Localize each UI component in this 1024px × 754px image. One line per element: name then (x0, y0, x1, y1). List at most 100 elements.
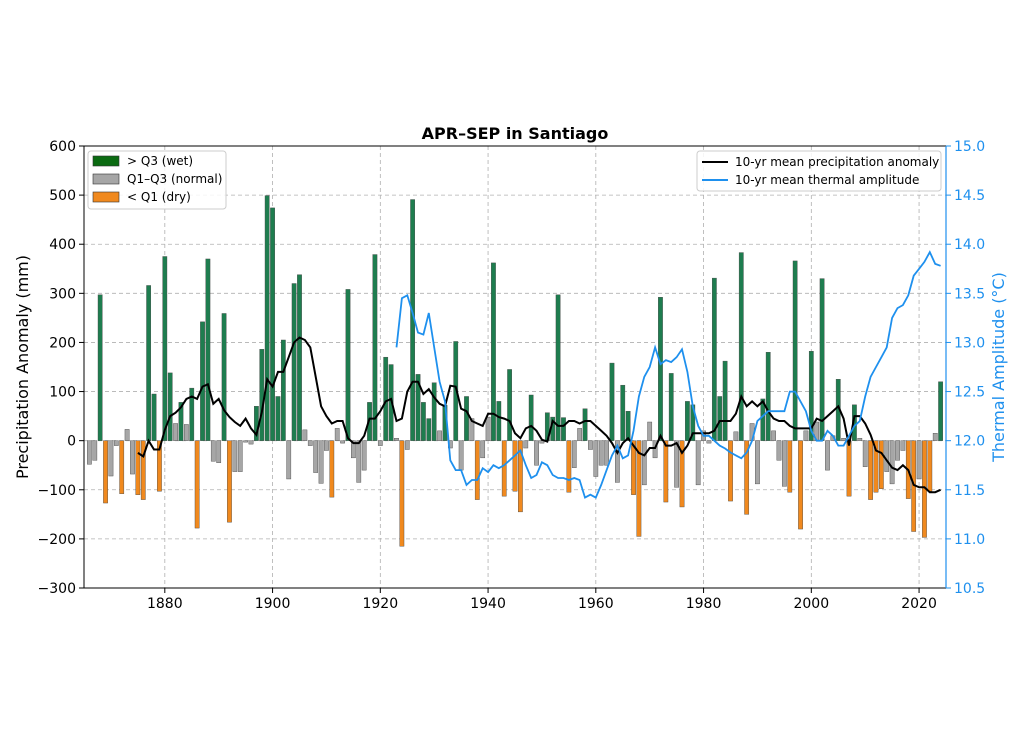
bar-1919-wet (372, 254, 378, 441)
bar-1929-wet (426, 418, 432, 441)
bar-2022-dry (927, 440, 933, 492)
legend-swatch-dry (92, 191, 120, 203)
bar-1987-wet (738, 252, 744, 441)
lines-group (137, 250, 942, 499)
y-tick-label: 200 (49, 335, 76, 351)
y-axis-label-left: Precipitation Anomaly (mm) (13, 255, 32, 479)
bar-2016-normal (895, 440, 900, 461)
bar-2000-wet (808, 351, 814, 441)
bar-1972-wet (658, 297, 663, 441)
bar-1889-normal (210, 440, 216, 462)
bar-1960-normal (593, 440, 599, 477)
legend-label-thermal: 10-yr mean thermal amplitude (735, 173, 919, 187)
chart-title: APR–SEP in Santiago (422, 124, 609, 143)
bar-1953-wet (555, 294, 561, 441)
bar-1949-normal (534, 440, 539, 466)
bar-1998-dry (798, 440, 803, 530)
bar-1931-normal (437, 430, 442, 441)
bar-1945-dry (512, 440, 518, 492)
plot-frame (83, 145, 947, 589)
series-line-mean-anomaly (137, 336, 942, 494)
bar-1948-wet (528, 394, 534, 441)
y-tick-label: 0 (67, 434, 76, 450)
bar-2015-normal (889, 440, 895, 485)
bar-1899-wet (264, 195, 270, 441)
y-tick-label: 600 (49, 139, 76, 155)
y2-tick-label: 11.5 (954, 483, 985, 499)
y2-tick-label: 14.0 (954, 237, 985, 253)
bar-1969-normal (641, 440, 647, 486)
grid-lines (84, 145, 946, 589)
bar-1904-wet (291, 283, 297, 441)
axes-group: −300 −200 −100 0 100 200 300 400 500 600 1880 1900 1… (38, 139, 986, 612)
bar-1938-dry (474, 440, 480, 500)
bar-1925-normal (404, 440, 410, 450)
bar-1867-normal (92, 440, 98, 461)
x-tick-label: 1920 (362, 596, 398, 612)
y-tick-label: −200 (38, 532, 76, 548)
bar-1935-normal (458, 440, 464, 471)
bar-2009-normal (857, 438, 863, 441)
bar-1891-wet (221, 313, 227, 441)
y2-tick-label: 11.0 (954, 532, 985, 548)
y2-tick-label: 12.0 (954, 434, 985, 450)
legend-label-wet: > Q3 (wet) (127, 154, 193, 168)
bar-1870-normal (108, 440, 114, 477)
legend-lines: 10-yr mean precipitation anomaly 10-yr m… (696, 150, 942, 192)
bar-1877-wet (146, 285, 152, 441)
bar-1883-wet (178, 402, 184, 441)
bar-1890-normal (216, 440, 222, 463)
y2-tick-label: 15.0 (954, 139, 985, 155)
bar-1879-dry (157, 440, 162, 492)
x-tick-label: 1960 (578, 596, 614, 612)
bar-1976-dry (679, 440, 685, 508)
bar-1893-normal (232, 440, 238, 472)
y-tick-label: −100 (38, 483, 76, 499)
bar-1898-wet (259, 349, 265, 441)
bar-1990-normal (755, 440, 760, 485)
bar-1947-normal (523, 440, 529, 449)
bar-1946-dry (518, 440, 523, 513)
bar-1942-wet (496, 401, 502, 441)
bar-1997-wet (792, 260, 798, 441)
bar-1880-wet (162, 256, 168, 441)
bar-2011-dry (868, 440, 873, 500)
legend-label-normal: Q1–Q3 (normal) (127, 172, 222, 186)
bar-1965-wet (620, 384, 626, 441)
bar-1984-wet (722, 360, 728, 441)
bar-1977-wet (685, 401, 690, 441)
bar-2012-dry (873, 440, 879, 493)
bar-1937-normal (469, 418, 475, 441)
bar-2010-normal (862, 440, 868, 467)
bar-1914-wet (345, 289, 351, 441)
bar-1993-normal (771, 430, 776, 441)
y2-tick-label: 13.5 (954, 286, 985, 302)
bar-1887-wet (200, 321, 205, 441)
legend-label-dry: < Q1 (dry) (127, 190, 191, 204)
bar-1936-wet (464, 396, 469, 441)
bar-1908-normal (313, 440, 319, 473)
bar-1963-wet (609, 362, 615, 441)
bar-1964-normal (615, 440, 620, 483)
bar-1912-normal (334, 428, 340, 441)
bar-1981-normal (706, 440, 712, 444)
bar-2002-wet (819, 278, 825, 441)
bar-1913-normal (340, 440, 345, 444)
bar-1924-dry (399, 440, 405, 547)
y2-tick-label: 10.5 (954, 581, 985, 597)
bar-1866-normal (87, 440, 92, 465)
bar-1896-normal (248, 440, 254, 445)
y2-tick-label: 13.0 (954, 335, 985, 351)
series-line-thermal-amplitude (395, 250, 941, 499)
x-tick-label: 1980 (686, 596, 722, 612)
bar-1999-normal (803, 430, 809, 441)
y-tick-label: 100 (49, 385, 76, 401)
bar-1944-wet (507, 369, 512, 441)
legend-label-mean-anomaly: 10-yr mean precipitation anomaly (735, 155, 939, 169)
bar-1992-wet (765, 352, 771, 441)
x-tick-label: 1900 (255, 596, 291, 612)
bar-1986-normal (733, 431, 739, 441)
bar-1905-wet (297, 274, 302, 441)
bar-1979-normal (695, 440, 701, 486)
bar-1975-normal (674, 440, 679, 488)
